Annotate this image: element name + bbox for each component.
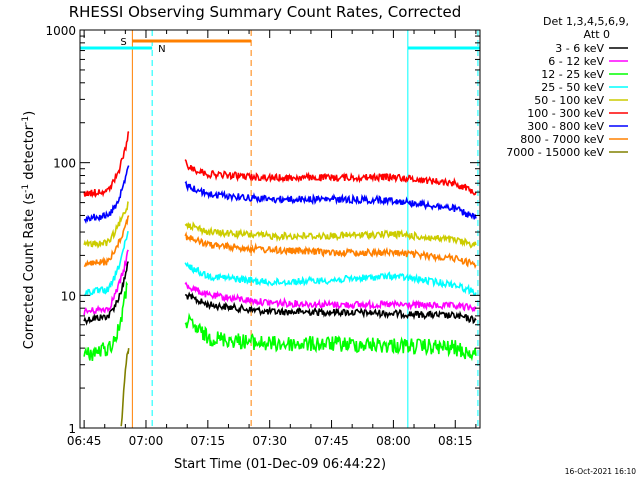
- series-4-trace-0: [83, 201, 129, 249]
- series-6-trace-0: [83, 165, 130, 225]
- series-1: [83, 249, 477, 316]
- x-tick-label-5: 08:00: [376, 434, 411, 448]
- marker-label-1: N: [158, 44, 165, 55]
- x-tick-label-2: 07:15: [191, 434, 226, 448]
- series-7-trace-0: [83, 215, 130, 268]
- series-8: [120, 348, 130, 427]
- series-7-trace-1: [184, 231, 477, 270]
- y-axis-label-exp1: -1: [21, 184, 31, 193]
- legend-label-1: 6 - 12 keV: [548, 55, 604, 68]
- series-0: [83, 261, 477, 326]
- series-7: [83, 215, 477, 270]
- legend-label-7: 800 - 7000 keV: [520, 133, 604, 146]
- y-axis-label-main: Corrected Count Rate (s: [22, 193, 37, 350]
- legend-header-line-1: Det 1,3,4,5,6,9,: [543, 15, 629, 28]
- plot-area: SN: [79, 30, 480, 428]
- x-tick-label-4: 07:45: [314, 434, 349, 448]
- y-axis-label-mid: detector: [22, 124, 37, 184]
- y-tick-label-3: 1000: [45, 24, 76, 38]
- legend-label-0: 3 - 6 keV: [555, 42, 604, 55]
- series-0-trace-0: [83, 261, 129, 326]
- x-tick-label-1: 07:00: [129, 434, 164, 448]
- series-8-trace-0: [120, 348, 130, 427]
- series-6-trace-1: [184, 180, 477, 220]
- legend-label-8: 7000 - 15000 keV: [506, 146, 604, 159]
- x-tick-label-6: 08:15: [438, 434, 473, 448]
- y-axis-label-end: ): [22, 111, 37, 116]
- series-3-trace-1: [184, 261, 477, 296]
- plot-frame: [79, 29, 481, 429]
- marker-label-0: S: [120, 37, 126, 48]
- series-2: [83, 280, 477, 362]
- series-0-trace-1: [184, 291, 477, 325]
- series-6: [83, 165, 477, 225]
- series-5: [83, 131, 477, 199]
- series-5-trace-0: [83, 131, 130, 199]
- x-tick-label-0: 06:45: [67, 434, 102, 448]
- legend-label-4: 50 - 100 keV: [534, 94, 604, 107]
- legend-label-6: 300 - 800 keV: [527, 120, 604, 133]
- y-tick-label-0: 1: [68, 422, 76, 436]
- legend-label-5: 100 - 300 keV: [527, 107, 604, 120]
- series-1-trace-1: [184, 281, 477, 313]
- y-tick-label-1: 10: [61, 289, 76, 303]
- series-3: [83, 231, 477, 297]
- series-5-trace-1: [184, 159, 477, 196]
- legend-label-3: 25 - 50 keV: [541, 81, 604, 94]
- legend-header-line-2: Att 0: [584, 28, 610, 41]
- y-axis-label-exp2: -1: [21, 116, 31, 125]
- x-tick-label-3: 07:30: [252, 434, 287, 448]
- legend-label-2: 12 - 25 keV: [541, 68, 604, 81]
- series-4: [83, 201, 477, 249]
- series-3-trace-0: [83, 231, 129, 297]
- series-1-trace-0: [83, 249, 129, 316]
- axis-ticks: 06:45 07:00 07:15 07:30 07:45 08:00 08:15 1 10 10…: [45, 24, 480, 448]
- y-axis-label: Corrected Count Rate (s-1 detector-1): [21, 111, 37, 349]
- y-tick-label-2: 100: [53, 157, 76, 171]
- series-2-trace-0: [83, 280, 129, 362]
- series-2-trace-1: [184, 312, 477, 362]
- series-4-trace-1: [184, 221, 477, 249]
- footer-timestamp: 16-Oct-2021 16:10: [565, 467, 636, 476]
- chart-title: RHESSI Observing Summary Count Rates, Co…: [69, 3, 462, 21]
- x-axis-label: Start Time (01-Dec-09 06:44:22): [174, 457, 386, 472]
